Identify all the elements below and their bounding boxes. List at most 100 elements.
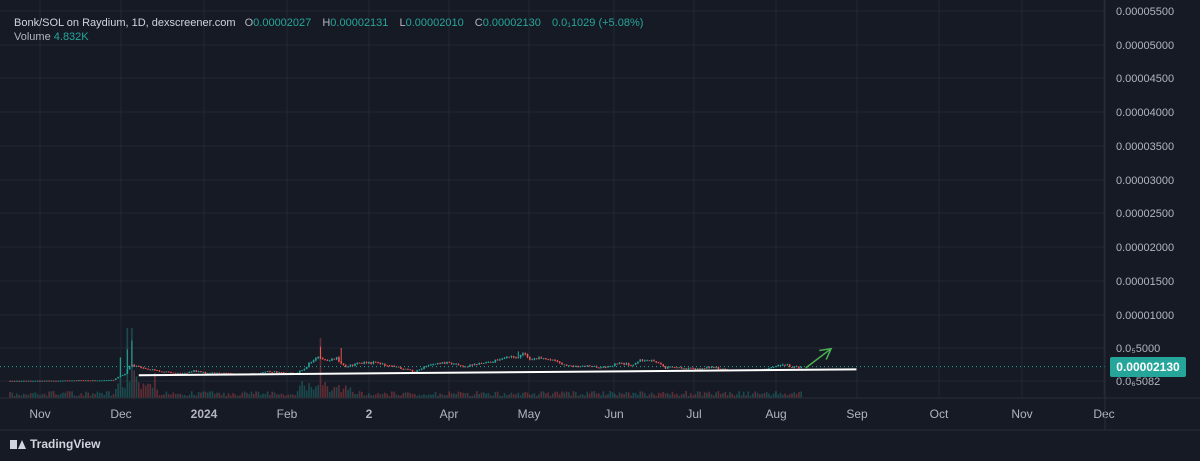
volume-bar	[568, 392, 570, 398]
candle-body	[522, 353, 524, 355]
candle-body	[706, 367, 708, 369]
volume-bar	[71, 391, 73, 398]
candle-body	[269, 371, 271, 372]
volume-bar	[425, 395, 428, 398]
volume-bar	[193, 394, 195, 398]
volume-bar	[188, 394, 191, 398]
volume-bar	[607, 394, 609, 398]
candle-body	[303, 369, 306, 371]
candle-body	[147, 368, 149, 370]
candle-body	[69, 380, 71, 382]
volume-bar	[55, 394, 57, 398]
candle-body	[110, 379, 112, 381]
volume-bar	[503, 393, 506, 398]
volume-bar	[706, 392, 708, 398]
candle-body	[103, 380, 106, 382]
volume-bar	[147, 383, 149, 398]
volume-bar	[379, 394, 382, 398]
volume-bar	[418, 394, 421, 398]
volume-bar	[485, 393, 487, 398]
candle-body	[526, 354, 529, 358]
volume-bar	[393, 391, 395, 398]
candle-body	[703, 368, 706, 370]
candle-body	[39, 380, 41, 382]
candle-body	[418, 369, 421, 371]
candle-body	[772, 366, 775, 368]
volume-bar	[356, 393, 359, 398]
candle-body	[531, 359, 533, 361]
volume-bar	[370, 395, 372, 398]
candle-body	[66, 380, 69, 382]
volume-bar	[151, 387, 154, 398]
candle-body	[112, 379, 115, 381]
candle-body	[443, 362, 446, 364]
candle-body	[556, 360, 559, 362]
volume-bar	[538, 394, 540, 398]
volume-bar	[335, 387, 338, 398]
candle-body	[404, 368, 407, 370]
candle-body	[671, 366, 674, 368]
volume-bar	[202, 391, 204, 398]
volume-bar	[733, 395, 736, 398]
volume-bar	[59, 393, 62, 398]
candle-body	[604, 366, 607, 368]
candle-body	[96, 380, 99, 382]
brand-label: TradingView	[30, 437, 101, 451]
volume-bar	[308, 383, 310, 398]
candle-body	[13, 380, 16, 382]
candle-body	[165, 371, 168, 373]
volume-bar	[388, 395, 391, 398]
candle-body	[374, 361, 377, 363]
volume-bar	[138, 382, 140, 398]
candle-body	[777, 365, 779, 367]
candle-body	[473, 364, 476, 366]
volume-bar	[506, 395, 508, 398]
candle-body	[627, 363, 630, 366]
candle-body	[151, 369, 154, 371]
candle-body	[218, 372, 221, 374]
candle-body	[460, 365, 462, 367]
volume-bar	[558, 394, 561, 398]
projection-arrow-head	[819, 347, 833, 360]
volume-bar	[57, 395, 60, 398]
volume-bar	[519, 395, 522, 398]
volume-bar	[322, 385, 324, 398]
candle-body	[301, 370, 303, 372]
candle-body	[50, 380, 53, 382]
candle-body	[512, 356, 515, 358]
volume-bar	[466, 393, 469, 398]
volume-bar	[416, 395, 418, 398]
candle-body	[128, 366, 131, 370]
tradingview-brand[interactable]: TradingView	[10, 437, 100, 451]
volume-bar	[526, 392, 529, 398]
candle-body	[540, 357, 543, 359]
volume-bar	[800, 391, 802, 398]
candle-body	[586, 365, 589, 367]
candle-body	[179, 373, 181, 374]
candle-body	[393, 365, 395, 367]
volume-bar	[535, 395, 538, 398]
volume-bar	[397, 395, 400, 398]
tradingview-logo-icon	[10, 439, 26, 450]
candle-body	[133, 364, 135, 367]
x-tick-label: Nov	[29, 407, 50, 421]
volume-bar	[27, 394, 30, 398]
candle-body	[618, 362, 621, 365]
candle-body	[453, 363, 455, 365]
volume-bar	[289, 394, 292, 398]
volume-bar	[432, 394, 434, 398]
candle-body	[506, 356, 508, 358]
candle-body	[471, 364, 474, 366]
volume-bar	[588, 393, 591, 398]
candle-body	[216, 372, 218, 374]
volume-bar	[480, 392, 483, 398]
candle-body	[46, 380, 48, 382]
volume-bar	[110, 395, 112, 398]
volume-bar	[46, 395, 48, 398]
candle-body	[16, 380, 18, 382]
candle-body	[48, 380, 50, 382]
candle-body	[388, 365, 391, 367]
volume-bar	[687, 395, 690, 398]
